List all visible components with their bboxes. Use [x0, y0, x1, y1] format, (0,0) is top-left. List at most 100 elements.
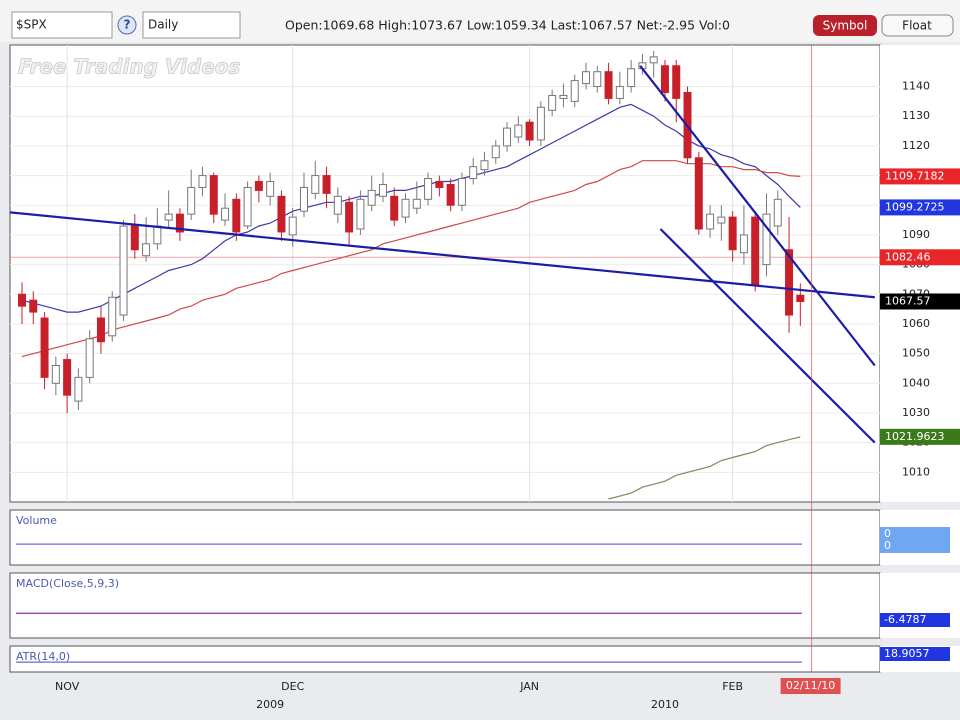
price-panel: [9, 44, 881, 503]
price-tag-text: 1109.7182: [885, 169, 945, 182]
candle-body: [198, 175, 207, 188]
moving-average: [21, 103, 801, 313]
year-label: 2009: [256, 698, 284, 711]
float-button[interactable]: [881, 14, 954, 37]
y-tick-label: 1130: [902, 109, 930, 122]
x-tick-label: DEC: [281, 680, 304, 693]
candle-body: [559, 94, 568, 99]
candle-body: [356, 198, 365, 230]
price-tag-text: 1067.57: [885, 294, 931, 307]
indicator-tag-text: 0: [884, 539, 891, 552]
price-tag-text: 1082.46: [885, 250, 931, 263]
candle-body: [277, 195, 286, 233]
y-tick-label: 1030: [902, 406, 930, 419]
candle-body: [209, 175, 218, 215]
candle-body: [525, 121, 534, 141]
y-tick-label: 1090: [902, 228, 930, 241]
price-tag: [880, 199, 960, 216]
candle-body: [266, 181, 275, 197]
candle-body: [536, 106, 545, 141]
candle-body: [469, 166, 478, 180]
candle-body: [503, 127, 512, 147]
candle-body: [424, 178, 433, 200]
candle-body: [401, 198, 410, 218]
candle-body: [514, 124, 523, 138]
price-tag: [880, 428, 960, 445]
candle-body: [29, 299, 38, 313]
float-button-text: Float: [902, 19, 932, 33]
plot-area: [10, 45, 880, 502]
candle-body: [187, 186, 196, 215]
candle-body: [694, 157, 703, 230]
indicator-tag: [880, 647, 950, 661]
interval-input[interactable]: [142, 11, 241, 39]
y-tick-label: 1010: [902, 465, 930, 478]
indicator-panel: [9, 645, 881, 673]
candle-body: [311, 175, 320, 194]
candle-body: [322, 175, 331, 194]
candle-body: [773, 198, 782, 227]
price-tag-text: 1099.2725: [885, 200, 945, 213]
candle-body: [18, 293, 26, 307]
moving-average: [608, 436, 801, 500]
indicator-tag-text: 18.9057: [884, 647, 930, 660]
price-tag: [880, 249, 960, 266]
candle-body: [412, 198, 421, 209]
y-tick-label: 1120: [902, 139, 930, 152]
y-tick-label: 1140: [902, 80, 930, 93]
candle-body: [153, 225, 162, 245]
candle-body: [672, 65, 681, 99]
trendline: [639, 65, 876, 367]
x-tick-label: NOV: [55, 680, 80, 693]
candle-body: [300, 186, 308, 212]
price-tag: [880, 293, 960, 310]
year-label: 2010: [651, 698, 679, 711]
candle-body: [175, 213, 184, 233]
help-text: ?: [124, 18, 131, 32]
x-tick-label: FEB: [722, 680, 743, 693]
candle-body: [785, 249, 794, 316]
indicator-tag: [880, 527, 950, 541]
indicator-title: MACD(Close,5,9,3): [16, 577, 119, 590]
candle-body: [751, 216, 760, 286]
trendline: [659, 228, 876, 444]
indicator-panel: [9, 572, 881, 639]
symbol-input[interactable]: [11, 11, 113, 39]
candle-body: [660, 65, 669, 93]
candle-body: [390, 195, 399, 221]
indicator-tag: [880, 539, 950, 553]
candle-body: [615, 86, 624, 99]
moving-average: [21, 160, 801, 358]
candle-body: [40, 317, 49, 378]
candle-body: [345, 201, 354, 233]
price-tag-text: 1021.9623: [885, 430, 945, 443]
annotations: 1010102010301040105010601070108010901100…: [9, 45, 960, 711]
quote-text: Open:1069.68 High:1073.67 Low:1059.34 La…: [285, 18, 730, 33]
candle-body: [593, 71, 602, 88]
indicator-title: Volume: [16, 514, 57, 527]
interval-text: Daily: [148, 18, 178, 32]
candle-body: [254, 181, 263, 191]
candle-body: [762, 213, 771, 266]
candle-body: [570, 80, 579, 102]
indicator-tag-text: -6.4787: [884, 613, 926, 626]
candle-body: [243, 186, 252, 227]
candle-body: [74, 376, 83, 402]
candle-body: [164, 213, 173, 221]
candle-body: [717, 216, 726, 224]
candle-body: [85, 338, 94, 378]
cursor-date-text: 02/11/10: [786, 679, 835, 692]
symbol-button[interactable]: [813, 15, 877, 36]
watermark: Free Trading Videos: [18, 55, 241, 79]
candle-body: [649, 56, 658, 64]
help-button[interactable]: [117, 15, 137, 35]
candle-body: [491, 145, 500, 159]
candle-body: [435, 181, 444, 188]
candle-body: [221, 207, 230, 221]
candle-body: [604, 71, 613, 99]
symbol-button-text: Symbol: [823, 19, 868, 33]
candle-body: [706, 213, 715, 230]
candle-body: [333, 195, 342, 215]
price-tag: [880, 168, 960, 185]
